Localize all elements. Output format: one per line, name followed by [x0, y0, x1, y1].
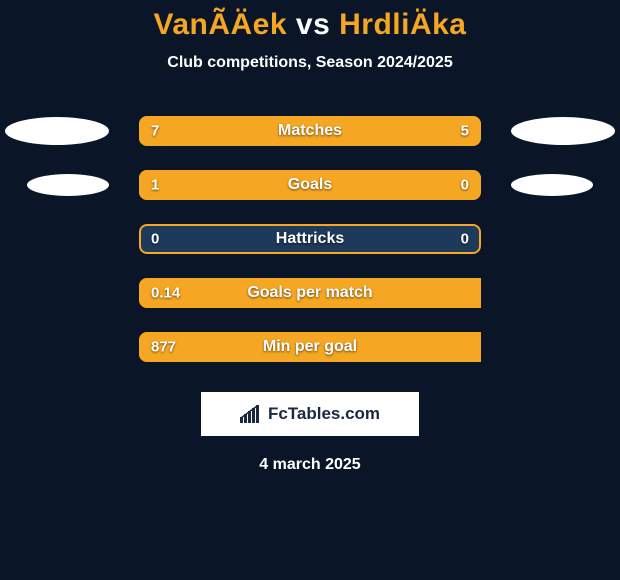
stat-label: Min per goal [263, 338, 357, 356]
bars-icon [240, 405, 262, 423]
bar-matches: 7 Matches 5 [139, 116, 481, 146]
bar-right-fill [406, 170, 481, 200]
bar-goals: 1 Goals 0 [139, 170, 481, 200]
stat-row-matches: 7 Matches 5 [0, 116, 620, 146]
bar-left-fill [139, 170, 406, 200]
stat-label: Hattricks [276, 230, 344, 248]
stat-label: Matches [278, 122, 342, 140]
stats-rows: 7 Matches 5 1 Goals 0 [0, 116, 620, 362]
ellipse-left-goals [27, 174, 109, 196]
comparison-card: VanÃÄek vs HrdliÄka Club competitions, S… [0, 0, 620, 474]
subtitle: Club competitions, Season 2024/2025 [167, 54, 452, 72]
stat-left-value: 0.14 [151, 285, 180, 302]
stat-row-hattricks: 0 Hattricks 0 [0, 224, 620, 254]
player1-name: VanÃÄek [153, 8, 287, 41]
ellipse-right-goals [511, 174, 593, 196]
bar-gpm: 0.14 Goals per match [139, 278, 481, 308]
fctables-logo: FcTables.com [201, 392, 419, 436]
player2-name: HrdliÄka [339, 8, 466, 41]
bar-right-fill [337, 116, 481, 146]
stat-label: Goals per match [247, 284, 372, 302]
title-separator: vs [296, 8, 330, 41]
stat-row-mpg: 877 Min per goal [0, 332, 620, 362]
stat-left-value: 1 [151, 177, 159, 194]
stat-right-value: 0 [461, 231, 469, 248]
stat-left-value: 0 [151, 231, 159, 248]
stat-right-value: 5 [461, 123, 469, 140]
snapshot-date: 4 march 2025 [259, 456, 360, 474]
bar-mpg: 877 Min per goal [139, 332, 481, 362]
page-title: VanÃÄek vs HrdliÄka [153, 8, 466, 42]
stat-row-gpm: 0.14 Goals per match [0, 278, 620, 308]
ellipse-right-matches [511, 117, 615, 145]
ellipse-left-matches [5, 117, 109, 145]
logo-text: FcTables.com [268, 404, 380, 424]
stat-right-value: 0 [461, 177, 469, 194]
bar-hattricks: 0 Hattricks 0 [139, 224, 481, 254]
stat-label: Goals [288, 176, 332, 194]
stat-left-value: 877 [151, 339, 176, 356]
stat-row-goals: 1 Goals 0 [0, 170, 620, 200]
stat-left-value: 7 [151, 123, 159, 140]
